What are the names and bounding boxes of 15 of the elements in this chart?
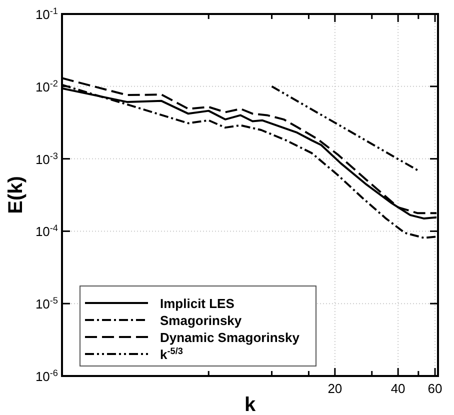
legend-label: Smagorinsky: [160, 313, 242, 328]
legend-label: Implicit LES: [160, 296, 235, 311]
y-tick-label: 10$^{-4}$: [35, 223, 58, 240]
y-tick-label: 10$^{-6}$: [35, 368, 58, 384]
y-tick-label: 10$^{-1}$: [35, 6, 58, 22]
y-axis-title: E(k): [5, 176, 27, 214]
legend-label: Dynamic Smagorinsky: [160, 330, 300, 345]
x-tick-label: 60: [428, 381, 442, 396]
x-tick-label: 40: [390, 381, 406, 396]
x-axis-title: k: [244, 394, 256, 415]
y-tick-label: 10$^{-2}$: [35, 78, 58, 94]
y-tick-label: 10$^{-3}$: [35, 150, 58, 167]
x-tick-label: 20: [328, 381, 342, 396]
y-tick-label: 10$^{-5}$: [35, 296, 58, 312]
legend-label: k$^{-5/3}$: [160, 346, 183, 362]
